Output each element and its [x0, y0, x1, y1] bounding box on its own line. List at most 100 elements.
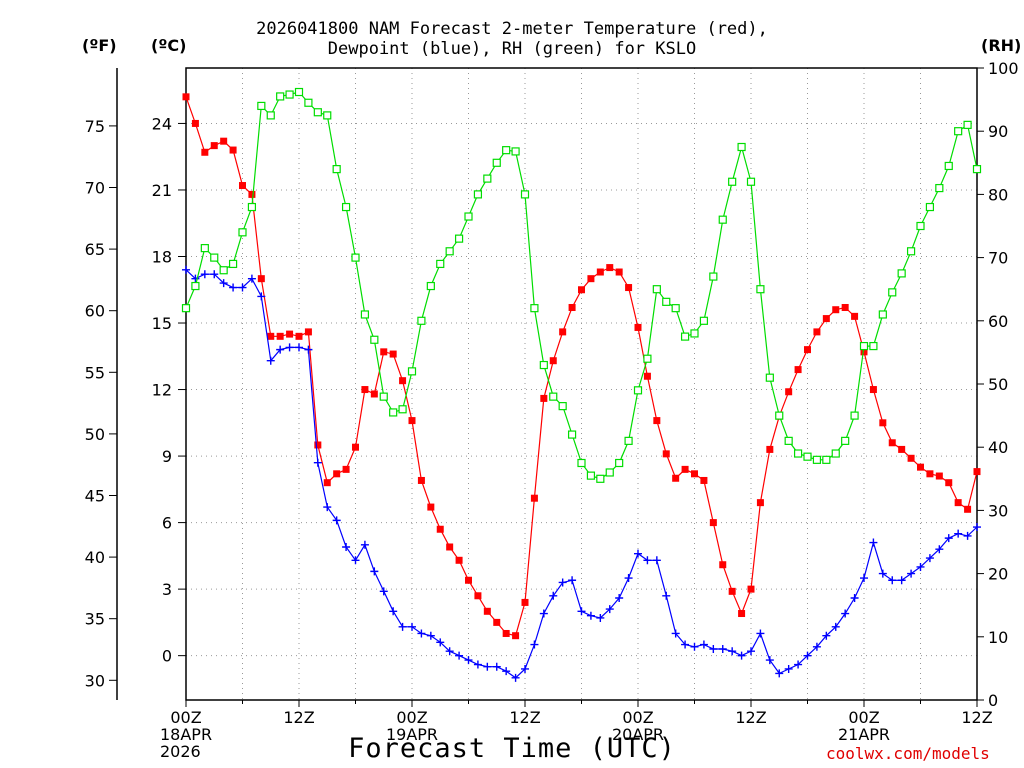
dewpoint-point: [360, 540, 369, 549]
temperature-point: [257, 275, 265, 283]
fahrenheit-tick-label: 70: [85, 179, 105, 198]
rh-point: [266, 111, 275, 120]
rh-point: [276, 92, 285, 101]
rh-point: [285, 90, 294, 99]
rh-point: [972, 165, 982, 174]
grid-lines: [186, 68, 977, 700]
rh-point: [586, 471, 596, 480]
dewpoint-point: [869, 538, 878, 547]
rh-point: [812, 455, 822, 464]
dewpoint-point: [247, 274, 256, 283]
dewpoint-point: [963, 531, 972, 540]
rh-tick-label: 20: [988, 565, 1008, 584]
rh-point: [841, 436, 850, 445]
rh-point: [737, 142, 746, 152]
dewpoint-point: [483, 662, 492, 671]
temperature-point: [766, 445, 774, 453]
dewpoint-point: [888, 576, 897, 585]
fahrenheit-tick-label: 60: [85, 302, 105, 321]
rh-point: [784, 436, 793, 445]
dewpoint-point: [935, 545, 944, 554]
dewpoint-point: [276, 345, 285, 354]
dewpoint-point: [182, 265, 190, 274]
dewpoint-point: [850, 593, 859, 602]
dewpoint-point: [342, 542, 351, 551]
rh-point: [662, 297, 671, 306]
temperature-point: [455, 556, 463, 564]
rh-point: [483, 174, 492, 183]
rh-point: [473, 190, 483, 199]
rh-point: [520, 190, 530, 199]
dewpoint-point: [200, 270, 209, 279]
dewpoint-series: [182, 265, 981, 682]
temperature-point: [869, 386, 877, 394]
rh-point: [181, 304, 191, 313]
temperature-point: [549, 357, 557, 365]
temperature-point: [672, 474, 680, 482]
temperature-point: [681, 465, 689, 473]
fahrenheit-tick-label: 50: [85, 425, 105, 444]
temperature-point: [898, 445, 906, 453]
rh-point: [775, 411, 784, 420]
rh-point: [596, 474, 605, 483]
temperature-point: [785, 388, 793, 396]
x-tick-label: 18APR: [160, 725, 212, 744]
temperature-point: [361, 386, 369, 394]
rh-tick-label: 90: [988, 122, 1008, 141]
rh-point: [859, 341, 869, 351]
rh-point: [219, 266, 228, 275]
rh-point: [916, 221, 925, 231]
rh-point: [643, 354, 652, 363]
dewpoint-point: [323, 503, 332, 512]
celsius-tick-label: 3: [162, 580, 172, 599]
dewpoint-point: [436, 638, 445, 647]
dewpoint-point: [596, 613, 605, 622]
temperature-point: [615, 268, 623, 276]
dewpoint-point: [822, 631, 831, 640]
rh-point: [247, 202, 257, 212]
celsius-tick-label: 15: [152, 314, 172, 333]
temperature-point: [907, 454, 915, 462]
rh-point: [567, 430, 577, 439]
rh-point: [407, 367, 417, 376]
dewpoint-point: [492, 662, 501, 671]
temperature-point: [201, 148, 209, 156]
rh-point: [370, 335, 379, 344]
rh-tick-label: 70: [988, 249, 1008, 268]
dewpoint-point: [794, 660, 803, 669]
x-tick-label: 2026: [160, 742, 201, 761]
temperature-point: [596, 268, 604, 276]
credit-link[interactable]: coolwx.com/models: [826, 744, 990, 763]
dewpoint-point: [652, 556, 661, 565]
temperature-point: [314, 441, 322, 449]
temperature-point: [794, 366, 802, 374]
rh-point: [332, 165, 341, 174]
rh-point: [718, 215, 727, 224]
temperature-point: [888, 439, 896, 447]
temperature-point: [493, 618, 501, 626]
dewpoint-point: [285, 343, 294, 352]
fahrenheit-tick-label: 65: [85, 240, 105, 259]
temperature-point: [926, 470, 934, 478]
temperature-point: [973, 468, 981, 476]
temperature-point: [474, 592, 482, 600]
temperature-point: [417, 476, 425, 484]
dewpoint-point: [925, 554, 934, 563]
rh-point: [831, 449, 840, 458]
rh-point: [906, 247, 916, 256]
temperature-point: [841, 303, 849, 311]
dewpoint-point: [634, 549, 642, 558]
rh-point: [680, 332, 690, 341]
rh-point: [549, 392, 558, 401]
rh-tick-label: 50: [988, 375, 1008, 394]
fahrenheit-tick-label: 40: [85, 548, 105, 567]
temperature-point: [945, 479, 953, 487]
temperature-point: [643, 372, 651, 380]
rh-point: [954, 127, 963, 136]
temperature-point: [333, 470, 341, 478]
temperature-point: [220, 137, 228, 145]
dewpoint-point: [718, 644, 727, 653]
temperature-point: [210, 142, 218, 150]
dewpoint-point: [907, 569, 916, 578]
